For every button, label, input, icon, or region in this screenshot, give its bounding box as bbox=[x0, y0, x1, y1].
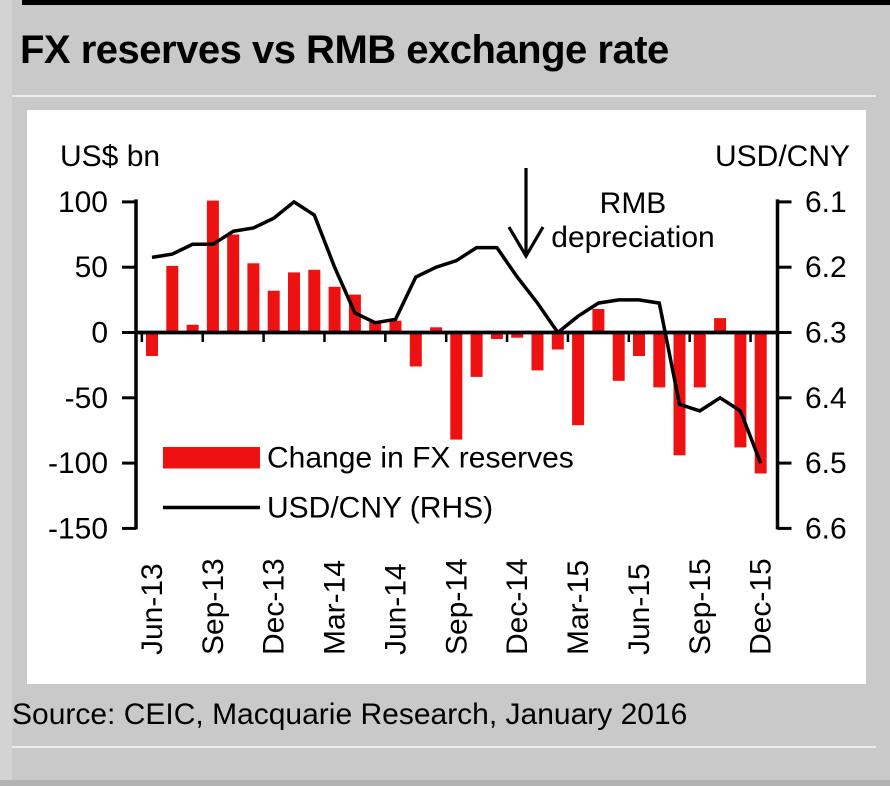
fx-reserves-bars-series bbox=[146, 200, 767, 474]
bar bbox=[328, 286, 341, 333]
bar bbox=[511, 332, 524, 338]
source-note: Source: CEIC, Macquarie Research, Januar… bbox=[12, 698, 688, 731]
x-tick-label: Jun-15 bbox=[623, 563, 656, 655]
right-tick-label: 6.2 bbox=[805, 251, 847, 284]
left-tick-label: 50 bbox=[75, 251, 108, 284]
x-tick-label: Jun-14 bbox=[380, 563, 413, 655]
bar bbox=[288, 272, 300, 333]
x-tick-label: Mar-15 bbox=[562, 560, 595, 655]
bar bbox=[551, 332, 564, 350]
left-margin-strip bbox=[0, 0, 12, 786]
usdcny-line bbox=[151, 199, 763, 464]
bar bbox=[267, 290, 280, 333]
annotation-line1: RMB bbox=[600, 187, 667, 220]
divider-bottom bbox=[12, 746, 876, 748]
annotation-line2: depreciation bbox=[551, 221, 714, 254]
bar bbox=[308, 269, 321, 333]
bar bbox=[146, 332, 158, 356]
right-tick-label: 6.1 bbox=[805, 186, 847, 219]
legend: Change in FX reserves USD/CNY (RHS) bbox=[163, 442, 574, 525]
right-axis: 6.1 6.2 6.3 6.4 6.5 6.6 USD/CNY bbox=[715, 140, 850, 545]
bar bbox=[450, 332, 463, 440]
x-tick-label: Sep-15 bbox=[684, 558, 717, 655]
left-tick-label: -50 bbox=[65, 382, 108, 415]
bar bbox=[186, 324, 199, 333]
x-tick-label: Jun-13 bbox=[136, 563, 169, 655]
left-tick-label: -100 bbox=[48, 447, 108, 480]
divider-top bbox=[12, 95, 876, 97]
chart-panel: Jun-13 Sep-13 Dec-13 Mar-14 Jun-14 Sep-14 Dec-… bbox=[27, 110, 866, 684]
x-tick-label: Mar-14 bbox=[319, 560, 352, 655]
left-axis-title: US$ bn bbox=[60, 140, 160, 173]
bar bbox=[389, 320, 402, 333]
bar bbox=[734, 332, 747, 448]
bar bbox=[206, 200, 219, 333]
bar bbox=[592, 309, 605, 333]
bottom-bar bbox=[0, 780, 890, 786]
chart-title: FX reserves vs RMB exchange rate bbox=[20, 28, 669, 72]
x-tick-label: Sep-14 bbox=[440, 558, 473, 655]
x-tick-label: Dec-14 bbox=[501, 558, 534, 655]
x-tick-label: Dec-15 bbox=[745, 558, 778, 655]
right-tick-label: 6.4 bbox=[805, 382, 847, 415]
x-axis: Jun-13 Sep-13 Dec-13 Mar-14 Jun-14 Sep-14 Dec-… bbox=[136, 330, 778, 655]
down-arrowhead-icon bbox=[507, 226, 545, 260]
x-tick-label: Sep-13 bbox=[197, 558, 230, 655]
legend-bar-label: Change in FX reserves bbox=[267, 442, 574, 475]
right-tick-label: 6.6 bbox=[805, 512, 847, 545]
left-tick-label: -150 bbox=[48, 512, 108, 545]
legend-line-label: USD/CNY (RHS) bbox=[267, 492, 493, 525]
bar bbox=[633, 332, 645, 356]
right-tick-label: 6.5 bbox=[805, 447, 847, 480]
bar bbox=[693, 332, 706, 388]
bar bbox=[247, 263, 260, 333]
left-tick-label: 100 bbox=[58, 186, 108, 219]
right-tick-label: 6.3 bbox=[805, 317, 847, 350]
right-axis-title: USD/CNY bbox=[715, 140, 850, 173]
top-black-bar bbox=[22, 0, 890, 5]
fx-reserves-vs-rmb-chart: Jun-13 Sep-13 Dec-13 Mar-14 Jun-14 Sep-14 Dec-… bbox=[48, 140, 850, 655]
bar bbox=[653, 332, 666, 388]
bar bbox=[369, 322, 382, 333]
bar bbox=[531, 332, 544, 371]
bar bbox=[572, 332, 585, 426]
bar bbox=[754, 332, 767, 474]
bar bbox=[166, 265, 179, 333]
bar bbox=[470, 332, 483, 377]
left-tick-label: 0 bbox=[91, 317, 108, 350]
bar bbox=[714, 318, 727, 333]
bar bbox=[612, 332, 625, 381]
x-tick-label: Dec-13 bbox=[258, 558, 291, 655]
bar bbox=[409, 332, 422, 367]
bar bbox=[673, 332, 686, 456]
bar bbox=[490, 332, 503, 339]
left-axis: 100 50 0 -50 -100 -150 US$ bn bbox=[48, 140, 160, 545]
legend-bar-swatch bbox=[163, 447, 260, 469]
bar bbox=[227, 234, 240, 333]
bar bbox=[430, 327, 443, 333]
